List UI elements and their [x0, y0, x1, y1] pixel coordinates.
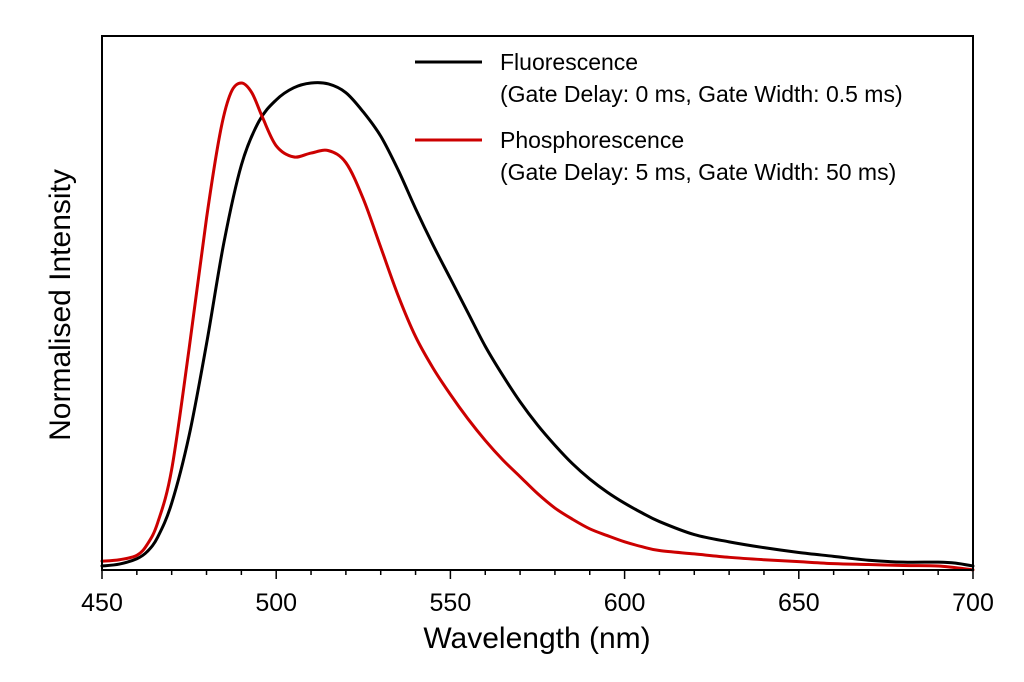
x-tick-label: 550: [430, 589, 472, 617]
legend: Fluorescence (Gate Delay: 0 ms, Gate Wid…: [415, 49, 903, 185]
legend-detail-phosphorescence: (Gate Delay: 5 ms, Gate Width: 50 ms): [500, 159, 896, 185]
x-axis: 450 500 550 600 650 700: [81, 570, 994, 617]
legend-detail-fluorescence: (Gate Delay: 0 ms, Gate Width: 0.5 ms): [500, 81, 903, 107]
x-axis-title: Wavelength (nm): [423, 622, 650, 655]
series-line-fluorescence: [100, 81, 975, 568]
plot-lines: [100, 81, 975, 572]
series-line-phosphorescence: [100, 81, 975, 572]
plot-frame: [101, 35, 974, 571]
legend-label-phosphorescence: Phosphorescence: [500, 127, 684, 153]
x-tick-label: 500: [255, 589, 297, 617]
x-tick-label: 700: [952, 589, 994, 617]
x-tick-label: 650: [778, 589, 820, 617]
x-tick-label: 450: [81, 589, 123, 617]
x-tick-label: 600: [604, 589, 646, 617]
legend-label-fluorescence: Fluorescence: [500, 49, 638, 75]
y-axis-title: Normalised Intensity: [44, 169, 77, 441]
